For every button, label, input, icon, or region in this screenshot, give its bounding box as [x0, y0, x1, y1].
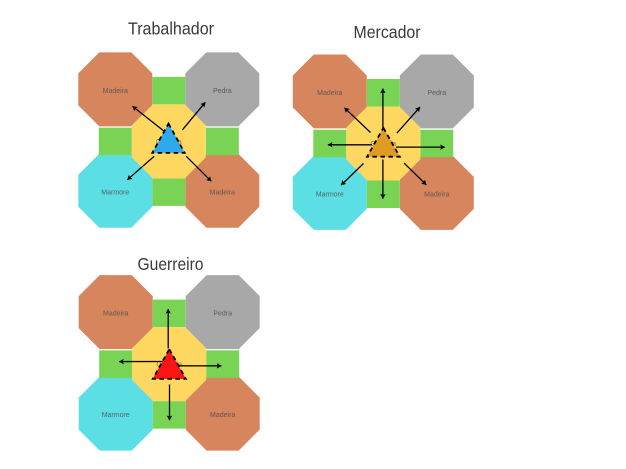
svg-text:Madeira: Madeira: [317, 90, 342, 97]
svg-text:Madeira: Madeira: [210, 412, 235, 419]
svg-text:Pedra: Pedra: [213, 88, 232, 95]
svg-text:Pedra: Pedra: [213, 311, 232, 318]
svg-text:Madeira: Madeira: [103, 88, 128, 95]
svg-text:Pedra: Pedra: [427, 90, 446, 97]
svg-text:Guerreiro: Guerreiro: [138, 254, 204, 274]
svg-text:Mercador: Mercador: [354, 22, 421, 42]
svg-text:Marmore: Marmore: [316, 191, 344, 198]
svg-text:Madeira: Madeira: [424, 191, 449, 198]
svg-text:Marmore: Marmore: [101, 189, 129, 196]
svg-text:Trabalhador: Trabalhador: [128, 19, 214, 39]
svg-text:Marmore: Marmore: [102, 412, 130, 419]
svg-text:Madeira: Madeira: [210, 189, 235, 196]
svg-text:Madeira: Madeira: [103, 311, 128, 318]
